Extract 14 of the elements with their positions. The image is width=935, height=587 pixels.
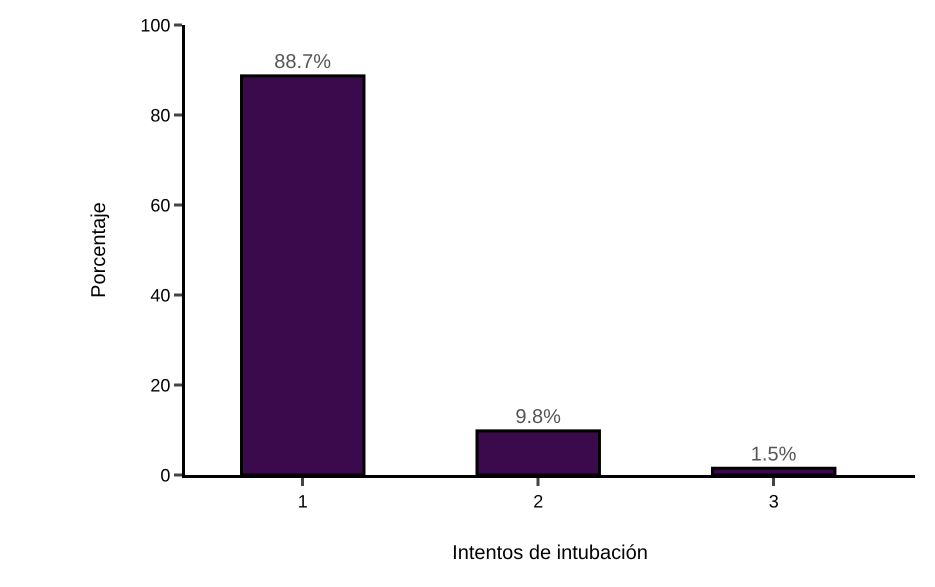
x-tick-label: 2 <box>533 492 544 512</box>
y-tick-label: 0 <box>160 465 170 486</box>
y-tick-label: 100 <box>140 15 170 36</box>
data-label: 88.7% <box>274 50 332 73</box>
x-tick-label: 1 <box>298 492 308 512</box>
y-axis-title: Porcentaje <box>88 202 110 298</box>
y-tick-label: 20 <box>150 375 170 396</box>
data-label: 9.8% <box>515 406 562 428</box>
y-tick-label: 80 <box>150 105 170 126</box>
x-axis-title: Intentos de intubación <box>452 542 648 564</box>
x-tick-label: 3 <box>768 492 779 512</box>
data-label: 1.5% <box>750 443 797 466</box>
y-tick-label: 40 <box>150 285 170 306</box>
y-tick-label: 60 <box>150 195 170 216</box>
